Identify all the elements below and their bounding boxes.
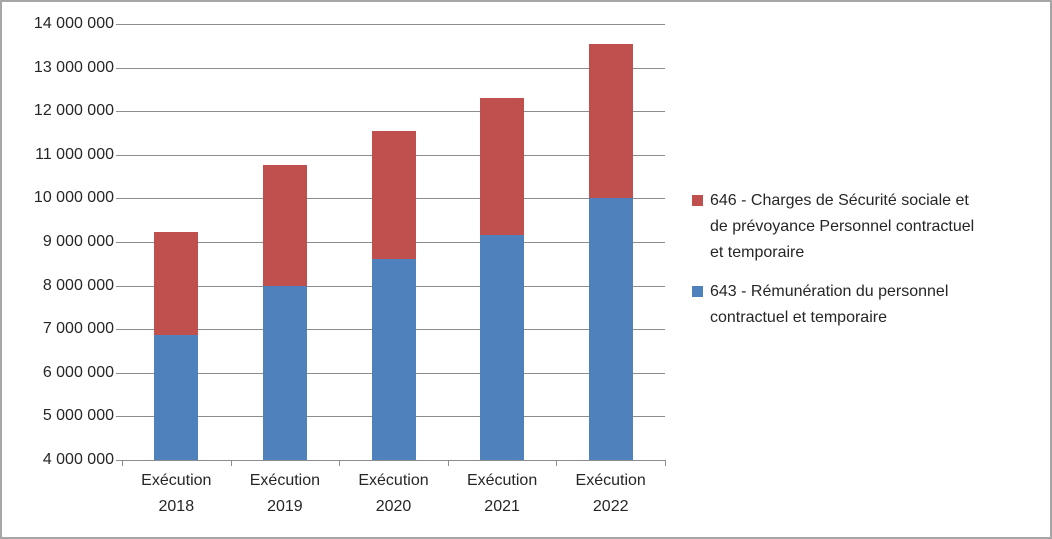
y-axis-tick-label: 6 000 000 bbox=[42, 363, 114, 381]
y-axis-tick bbox=[116, 372, 122, 374]
x-axis-category-label: Exécution 2020 bbox=[358, 472, 429, 515]
bar-segment-643 bbox=[480, 234, 525, 460]
y-axis-tick bbox=[116, 242, 122, 243]
y-axis-tick-label: 13 000 000 bbox=[33, 58, 114, 76]
y-axis-tick bbox=[116, 198, 122, 200]
y-axis-tick-label: 11 000 000 bbox=[35, 145, 114, 163]
x-axis-tick bbox=[122, 460, 123, 466]
legend-entry-643: 643 - Rémunération du personnel contractu… bbox=[692, 279, 1040, 331]
x-axis-tick bbox=[339, 460, 341, 466]
bar-segment-643 bbox=[262, 285, 307, 460]
x-axis-tick bbox=[665, 460, 666, 466]
bar-segment-646 bbox=[588, 43, 633, 199]
y-axis-tick bbox=[116, 329, 122, 331]
legend: 646 - Charges de Sécurité sociale et de p… bbox=[692, 188, 1040, 331]
y-axis-tick bbox=[116, 67, 122, 69]
bar-segment-643 bbox=[588, 198, 633, 460]
gridline bbox=[122, 24, 665, 25]
x-axis-category-label: Exécution 2022 bbox=[575, 472, 646, 515]
x-axis-category-label: Exécution 2021 bbox=[466, 472, 538, 515]
y-axis-tick-label: 12 000 000 bbox=[33, 102, 114, 120]
y-axis-tick bbox=[116, 111, 122, 113]
y-axis-tick bbox=[116, 416, 122, 418]
gridline bbox=[122, 111, 665, 113]
y-axis-tick-label: 14 000 000 bbox=[33, 15, 114, 32]
y-axis-tick-label: 8 000 000 bbox=[42, 276, 114, 294]
y-axis-tick bbox=[116, 24, 122, 25]
bar-segment-646 bbox=[154, 231, 199, 335]
x-axis-tick bbox=[230, 460, 232, 466]
bar-segment-646 bbox=[262, 164, 307, 286]
y-axis-tick-label: 7 000 000 bbox=[42, 320, 114, 338]
y-axis-tick-label: 5 000 000 bbox=[42, 407, 114, 425]
bar-segment-643 bbox=[371, 259, 416, 460]
bar-segment-646 bbox=[480, 97, 525, 235]
legend-swatch-643 bbox=[692, 286, 703, 297]
y-axis-tick-label: 9 000 000 bbox=[42, 233, 114, 250]
legend-label-646: 646 - Charges de Sécurité sociale et de p… bbox=[710, 192, 975, 261]
x-axis-category-label: Exécution 2018 bbox=[141, 472, 212, 515]
y-axis-tick-label: 4 000 000 bbox=[42, 451, 114, 468]
y-axis-tick-label: 10 000 000 bbox=[33, 189, 114, 207]
y-axis-tick bbox=[116, 285, 122, 287]
legend-swatch-646 bbox=[692, 195, 703, 206]
x-axis-tick bbox=[556, 460, 558, 466]
x-axis-category-label: Exécution 2019 bbox=[249, 472, 321, 515]
y-axis-tick bbox=[116, 154, 122, 156]
x-axis-tick bbox=[447, 460, 449, 466]
bar-segment-643 bbox=[154, 334, 199, 460]
bar-segment-646 bbox=[371, 131, 416, 260]
legend-entry-646: 646 - Charges de Sécurité sociale et de p… bbox=[692, 188, 1040, 266]
y-axis-tick bbox=[116, 460, 122, 461]
legend-label-643: 643 - Rémunération du personnel contractu… bbox=[710, 283, 949, 326]
gridline bbox=[122, 67, 665, 69]
x-axis-line bbox=[122, 460, 665, 461]
